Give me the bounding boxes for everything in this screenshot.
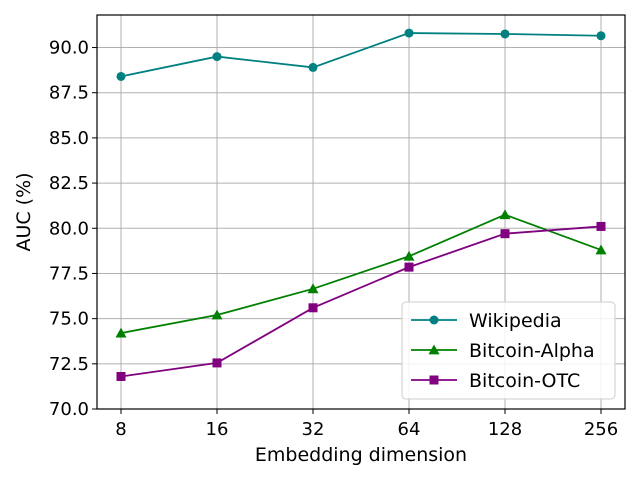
legend-box	[401, 301, 616, 400]
y-tick-label: 87.5	[49, 83, 89, 104]
data-point	[404, 262, 414, 272]
x-tick-label: 16	[206, 419, 229, 440]
data-point	[499, 209, 511, 220]
x-tick-label: 8	[115, 419, 126, 440]
x-tick-label: 32	[302, 419, 325, 440]
x-axis-ticks: 8 16 32 64 128 256	[115, 409, 618, 440]
series-line	[120, 213, 602, 334]
y-tick-label: 70.0	[49, 399, 89, 420]
series-line	[120, 225, 602, 378]
y-tick-label: 75.0	[49, 309, 89, 330]
y-tick-label: 90.0	[49, 38, 89, 59]
plot-frame	[96, 14, 626, 410]
data-point	[596, 31, 606, 41]
series-line	[120, 32, 602, 78]
y-tick-label: 77.5	[49, 263, 89, 284]
data-point	[308, 303, 318, 313]
series-bitcoin-otc	[116, 221, 606, 381]
y-tick-label: 85.0	[49, 128, 89, 149]
y-axis-label: AUC (%)	[13, 172, 35, 251]
data-point	[500, 29, 510, 39]
y-tick-label: 82.5	[49, 173, 89, 194]
data-point	[212, 358, 222, 368]
data-point	[308, 62, 318, 72]
legend-label: Wikipedia	[469, 310, 562, 332]
data-point	[595, 244, 607, 255]
data-point	[115, 327, 127, 338]
data-point	[212, 52, 222, 62]
legend-marker	[429, 315, 439, 325]
data-point	[116, 371, 126, 381]
data-point	[500, 229, 510, 239]
legend-entry: Bitcoin-OTC	[411, 370, 580, 392]
data-point	[307, 283, 319, 294]
data-point	[211, 309, 223, 320]
legend-entry: Bitcoin-Alpha	[411, 340, 595, 362]
x-tick-label: 128	[488, 419, 522, 440]
data-point	[404, 28, 414, 38]
data-point	[116, 71, 126, 81]
y-tick-label: 72.5	[49, 354, 89, 375]
y-axis-ticks: 70.0 72.5 75.0 77.5 80.0 82.5 85.0 87.5 90.0	[49, 38, 97, 420]
legend-label: Bitcoin-OTC	[469, 370, 580, 392]
series-wikipedia	[116, 28, 606, 81]
data-point	[596, 221, 606, 231]
y-tick-label: 80.0	[49, 218, 89, 239]
x-axis-label: Embedding dimension	[255, 444, 467, 466]
legend-label: Bitcoin-Alpha	[469, 340, 595, 362]
legend-marker	[429, 375, 439, 385]
legend-marker	[428, 344, 440, 355]
data-point	[403, 250, 415, 261]
series-layer	[115, 28, 607, 381]
series-bitcoin-alpha	[115, 209, 607, 338]
legend: Wikipedia Bitcoin-Alpha Bitcoin-OTC	[401, 301, 616, 400]
x-tick-label: 64	[398, 419, 421, 440]
x-tick-label: 256	[584, 419, 618, 440]
legend-entry: Wikipedia	[411, 310, 562, 332]
